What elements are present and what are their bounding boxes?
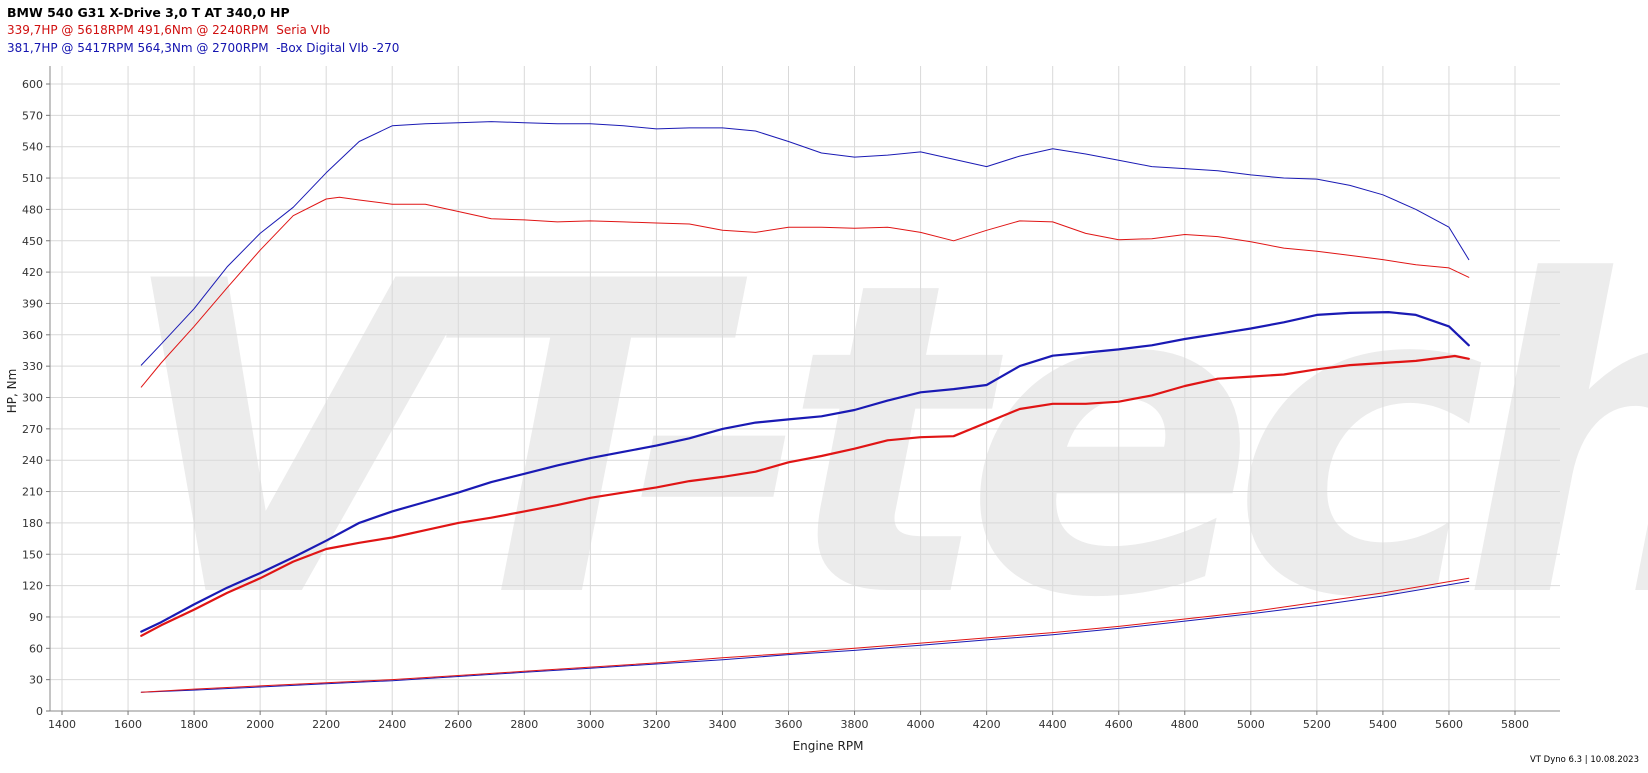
chart-title: BMW 540 G31 X-Drive 3,0 T AT 340,0 HP <box>7 5 290 20</box>
x-tick-label: 2800 <box>510 718 538 731</box>
x-tick-label: 2600 <box>444 718 472 731</box>
x-tick-label: 4600 <box>1105 718 1133 731</box>
y-tick-label: 300 <box>22 392 43 405</box>
series-line-stock-torque <box>140 196 1470 388</box>
x-tick-label: 5000 <box>1237 718 1265 731</box>
x-tick-label: 4400 <box>1039 718 1067 731</box>
x-tick-label: 5400 <box>1369 718 1397 731</box>
y-tick-label: 420 <box>22 266 43 279</box>
series-line-stock-power <box>140 354 1470 637</box>
y-tick-label: 30 <box>29 674 43 687</box>
y-tick-label: 360 <box>22 329 43 342</box>
y-tick-label: 480 <box>22 203 43 216</box>
software-footer: VT Dyno 6.3 | 10.08.2023 <box>1529 755 1639 765</box>
x-tick-label: 5800 <box>1501 718 1529 731</box>
y-tick-label: 0 <box>36 705 43 718</box>
series-group <box>140 121 1470 693</box>
y-tick-label: 150 <box>22 548 43 561</box>
y-tick-label: 60 <box>29 642 43 655</box>
y-axis-title: HP, Nm <box>5 369 19 414</box>
axes: 0 30 60 90 120 150 180 210 240 270 300 330 360 390 420… <box>22 66 1560 731</box>
x-tick-label: 3200 <box>642 718 670 731</box>
x-tick-label: 5600 <box>1435 718 1463 731</box>
x-tick-label: 3600 <box>775 718 803 731</box>
x-tick-label: 4800 <box>1171 718 1199 731</box>
series-line-tuned-loss-curve <box>140 580 1470 693</box>
y-tick-label: 570 <box>22 109 43 122</box>
x-tick-label: 2200 <box>312 718 340 731</box>
series-line-tuned-torque <box>140 121 1470 366</box>
y-tick-label: 270 <box>22 423 43 436</box>
legend-run-tuned: 381,7HP @ 5417RPM 564,3Nm @ 2700RPM -Box… <box>7 41 400 55</box>
series-line-stock-loss-curve <box>140 577 1470 693</box>
x-tick-label: 2400 <box>378 718 406 731</box>
y-tick-label: 510 <box>22 172 43 185</box>
legend-run-stock: 339,7HP @ 5618RPM 491,6Nm @ 2240RPM Seri… <box>7 23 331 37</box>
x-tick-label: 4200 <box>973 718 1001 731</box>
y-tick-label: 540 <box>22 141 43 154</box>
x-tick-label: 2000 <box>246 718 274 731</box>
x-tick-label: 5200 <box>1303 718 1331 731</box>
x-tick-label: 1600 <box>114 718 142 731</box>
y-tick-label: 90 <box>29 611 43 624</box>
x-axis-title: Engine RPM <box>793 739 864 753</box>
y-tick-label: 240 <box>22 454 43 467</box>
y-tick-label: 390 <box>22 297 43 310</box>
series-line-tuned-power <box>140 311 1470 633</box>
x-tick-label: 1800 <box>180 718 208 731</box>
y-tick-label: 180 <box>22 517 43 530</box>
x-tick-label: 3800 <box>841 718 869 731</box>
y-tick-label: 120 <box>22 580 43 593</box>
x-tick-label: 3000 <box>576 718 604 731</box>
x-tick-label: 3400 <box>708 718 736 731</box>
y-tick-label: 600 <box>22 78 43 91</box>
y-tick-label: 210 <box>22 486 43 499</box>
x-tick-label: 1400 <box>48 718 76 731</box>
y-tick-label: 330 <box>22 360 43 373</box>
y-tick-label: 450 <box>22 235 43 248</box>
x-tick-label: 4000 <box>907 718 935 731</box>
